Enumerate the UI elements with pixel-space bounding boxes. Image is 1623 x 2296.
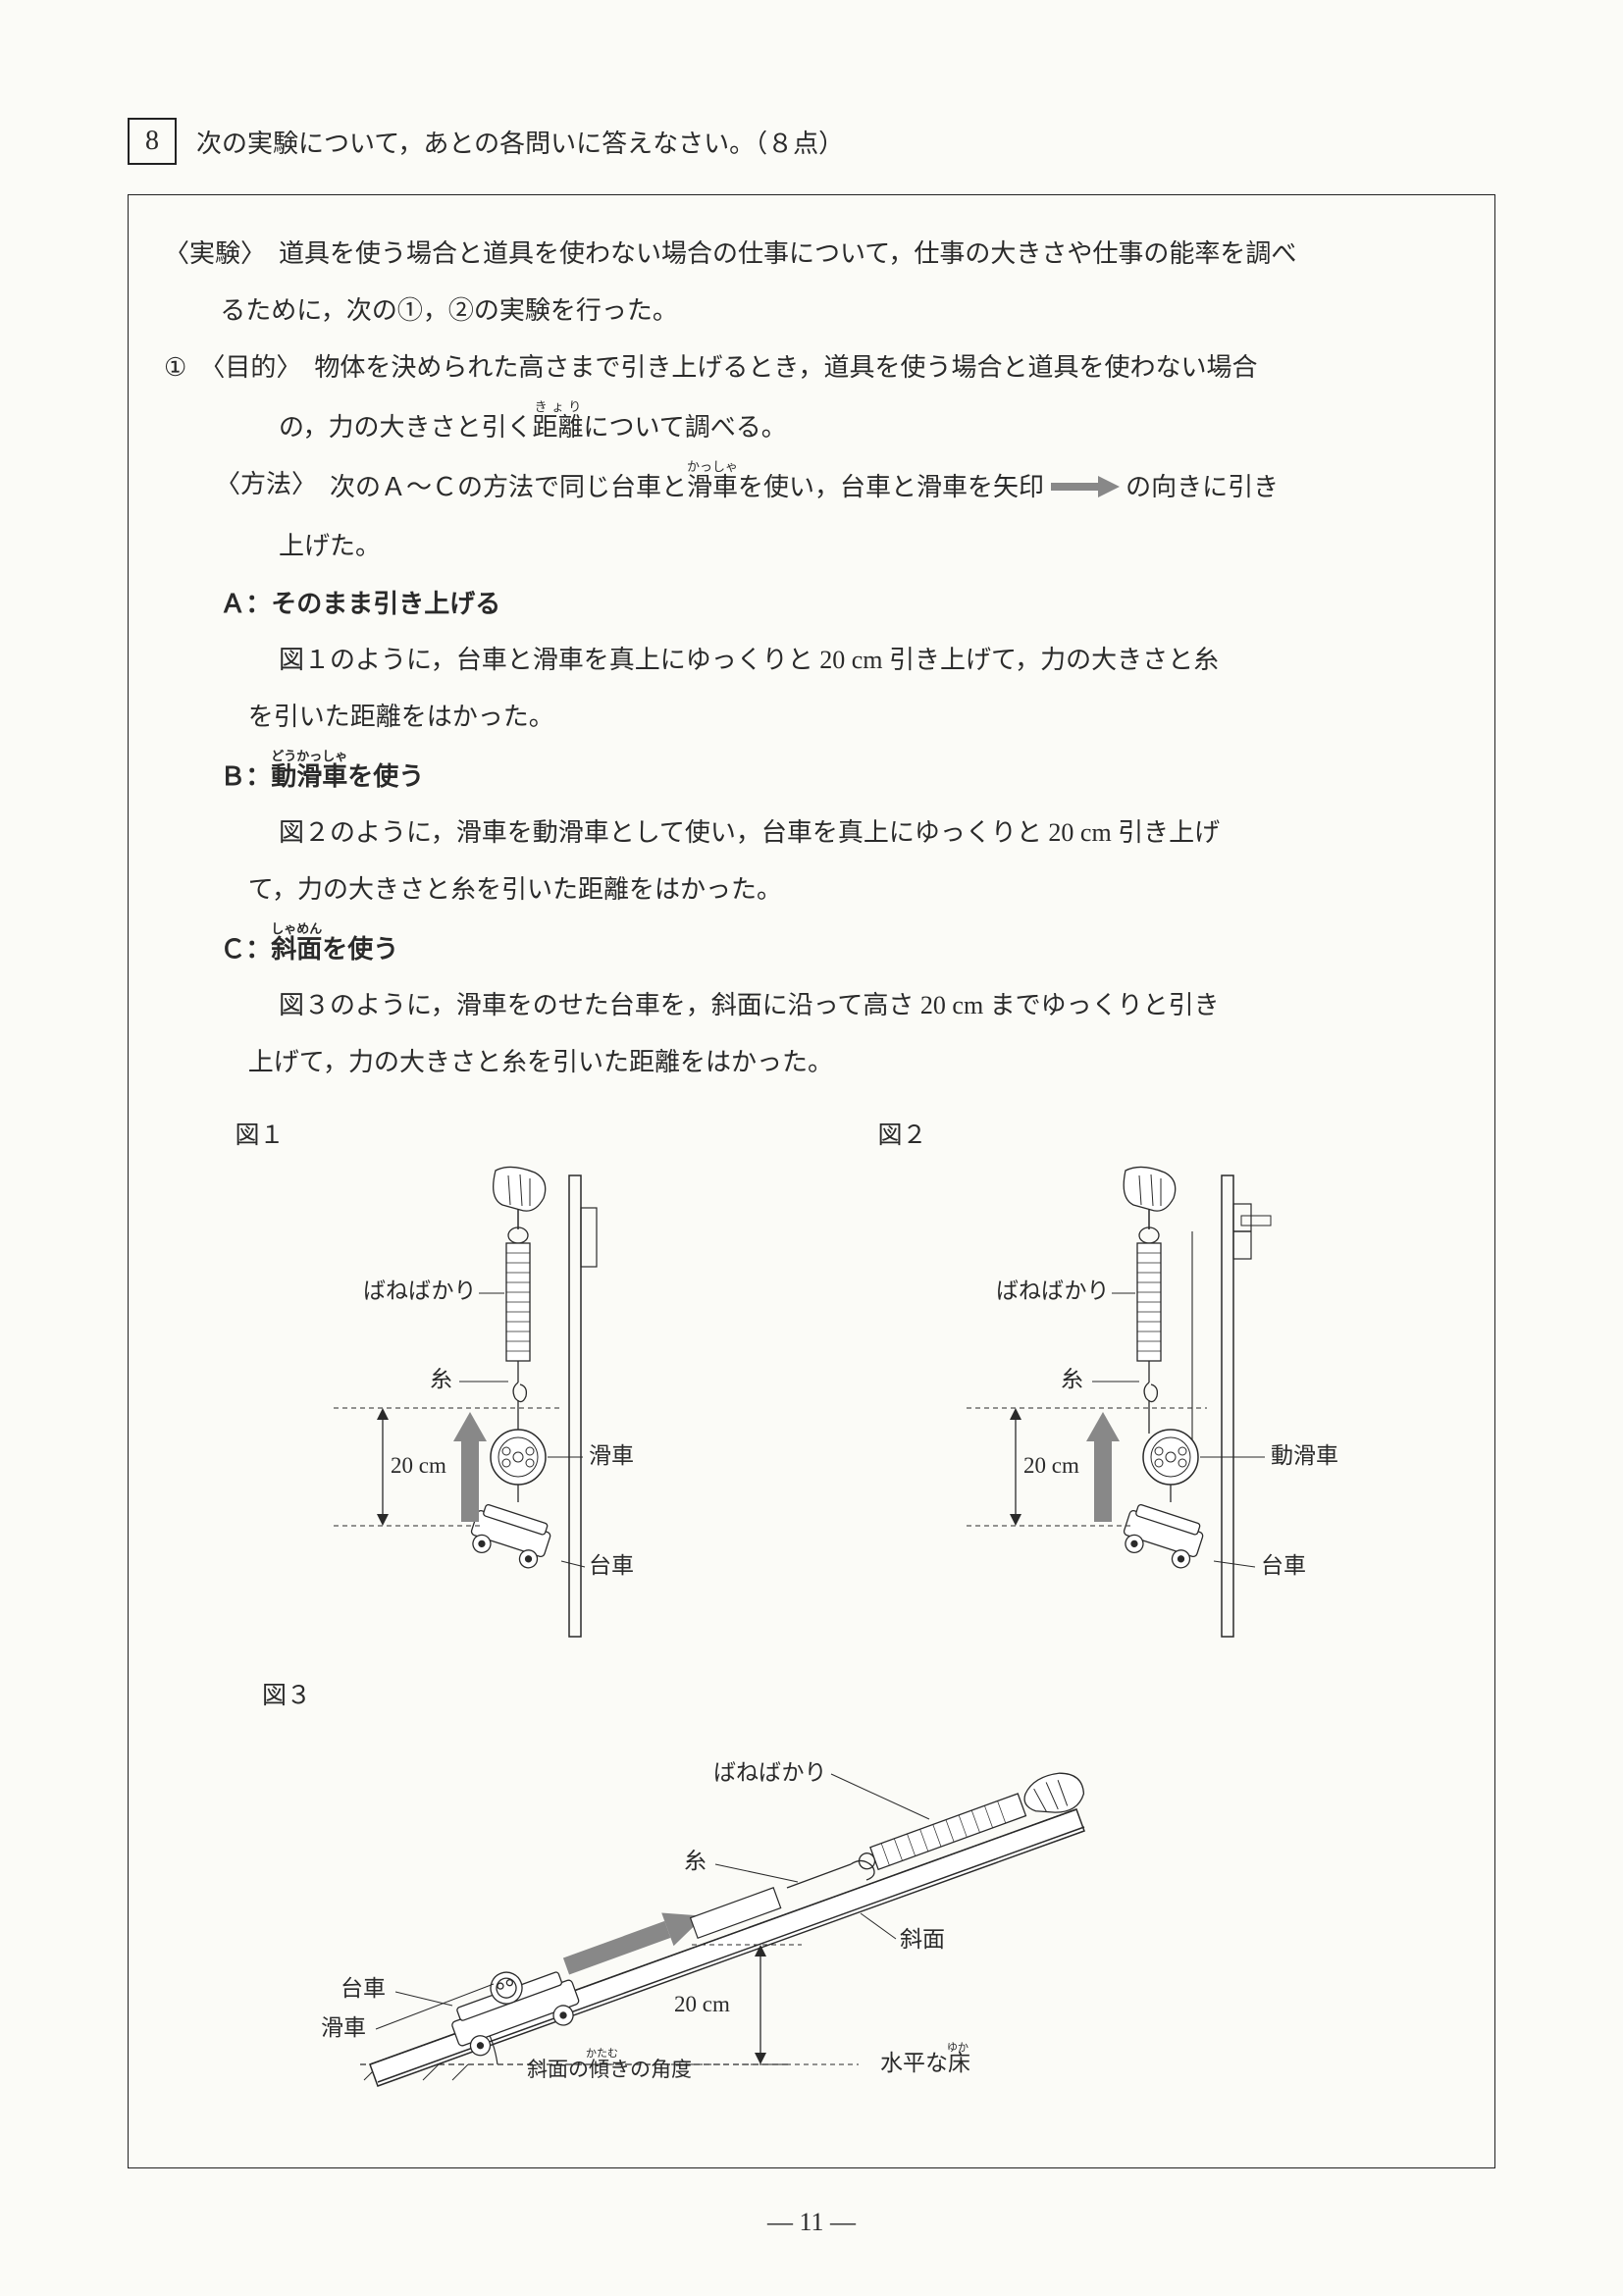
fig2-svg: ばねばかり 糸 [859,1161,1408,1651]
method-line2: 上げた。 [164,521,1459,572]
method-C-label: Ｃ：斜面しゃめんを使う [164,921,1459,974]
exp-label: 〈実験〉 [164,229,266,280]
figure-1: 図１ [216,1116,726,1656]
fig1-label-banebakari: ばねばかり [363,1278,476,1303]
fig3-label-ito: 糸 [684,1849,707,1873]
fig1-label-daisha: 台車 [589,1553,634,1578]
fig3-label-daisha: 台車 [340,1976,386,2001]
fig2-label-banebakari: ばねばかり [996,1278,1109,1303]
page: 8 次の実験について，あとの各問いに答えなさい。（８点） 〈実験〉 道具を使う場… [0,0,1623,2296]
method-line1: 〈方法〉 次のＡ～Ｃの方法で同じ台車と滑車かっしゃを使い，台車と滑車を矢印 の向… [164,459,1459,515]
fig1-label-ito: 糸 [430,1367,452,1391]
purpose-label: 〈目的〉 [186,342,301,393]
figure-2: 図２ [859,1116,1408,1656]
fig2-label-20cm: 20 cm [1023,1453,1079,1478]
exp-intro-line2: るために，次の①，②の実験を行った。 [164,286,1459,337]
fig1-svg: ばねばかり 糸 滑車 [216,1161,726,1651]
exp-intro-1: 道具を使う場合と道具を使わない場合の仕事について，仕事の大きさや仕事の能率を調べ [266,229,1459,280]
arrow-icon [1051,464,1120,515]
method-A-2: を引いた距離をはかった。 [164,692,1459,743]
method-C-2: 上げて，力の大きさと糸を引いた距離をはかった。 [164,1037,1459,1088]
figure-3: 図３ 斜面の傾きの角度 かたむ [164,1676,1459,2118]
method-C-1: 図３のように，滑車をのせた台車を，斜面に沿って高さ 20 cm までゆっくりと引… [164,980,1459,1031]
fig2-label-daisha: 台車 [1261,1553,1306,1578]
question-number-box: 8 [128,118,177,165]
fig3-title: 図３ [242,1676,1459,1711]
purpose-1: 物体を決められた高さまで引き上げるとき，道具を使う場合と道具を使わない場合 [301,342,1459,393]
fig3-ruby-katamuki: かたむ [586,2047,618,2060]
figure-row-12: 図１ [164,1116,1459,1656]
header-text: 次の実験について，あとの各問いに答えなさい。（８点） [196,124,844,160]
fig1-label-20cm: 20 cm [391,1453,446,1478]
fig2-label-ito: 糸 [1061,1367,1083,1391]
purpose-line2: の，力の大きさと引く距離について調べる。 の，力の大きさと引く距離きょりについて… [164,399,1459,453]
page-number: — 11 — [767,2208,856,2237]
exp-intro-2: るために，次の①，②の実験を行った。 [164,286,678,337]
method-B-2: て，力の大きさと糸を引いた距離をはかった。 [164,864,1459,915]
fig3-label-floor: 水平な床 [880,2051,970,2075]
fig3-label-kassha: 滑車 [321,2015,366,2040]
fig2-label-doukassha: 動滑車 [1271,1443,1338,1468]
fig3-label-angle: 斜面の傾きの角度 [527,2058,692,2081]
fig3-label-shamen: 斜面 [900,1927,945,1952]
purpose-2: の，力の大きさと引く距離について調べる。 の，力の大きさと引く距離きょりについて… [164,399,787,453]
method-A-1: 図１のように，台車と滑車を真上にゆっくりと 20 cm 引き上げて，力の大きさと… [164,635,1459,686]
method-body-1: 次のＡ～Ｃの方法で同じ台車と滑車かっしゃを使い，台車と滑車を矢印 の向きに引き [317,459,1459,515]
fig3-label-banebakari: ばねばかり [713,1760,826,1785]
fig3-label-20cm: 20 cm [674,1992,730,2016]
method-B-1: 図２のように，滑車を動滑車として使い，台車を真上にゆっくりと 20 cm 引き上… [164,808,1459,859]
fig3-svg: 斜面の傾きの角度 かたむ 水平な床 ゆか 台車 滑車 [242,1721,1224,2113]
experiment-box: 〈実験〉 道具を使う場合と道具を使わない場合の仕事について，仕事の大きさや仕事の… [128,194,1495,2168]
method-A-label: Ａ：そのまま引き上げる [164,578,1459,629]
method-label: 〈方法〉 [215,459,317,515]
question-header: 8 次の実験について，あとの各問いに答えなさい。（８点） [128,118,1495,165]
method-B-label: Ｂ：動滑車どうかっしゃを使う [164,749,1459,802]
purpose-line: ① 〈目的〉 物体を決められた高さまで引き上げるとき，道具を使う場合と道具を使わ… [164,342,1459,393]
fig2-title: 図２ [859,1116,1408,1151]
fig1-title: 図１ [216,1116,726,1151]
fig1-label-kassha: 滑車 [589,1443,634,1468]
circle1-label: ① [164,342,186,393]
fig3-ruby-yuka: ゆか [947,2041,969,2054]
exp-intro-line1: 〈実験〉 道具を使う場合と道具を使わない場合の仕事について，仕事の大きさや仕事の… [164,229,1459,280]
